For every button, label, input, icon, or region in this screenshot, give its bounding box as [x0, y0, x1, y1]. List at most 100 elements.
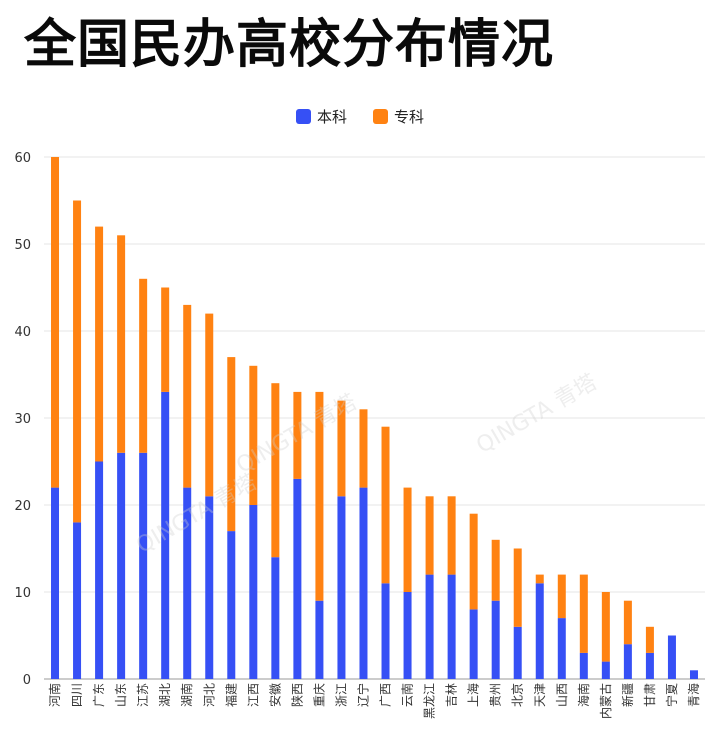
bar-zhuanke	[95, 226, 104, 462]
x-tick-label: 安徽	[267, 683, 282, 707]
x-tick-label: 贵州	[489, 683, 503, 707]
x-tick-label: 江苏	[136, 683, 150, 707]
bar-zhuanke	[161, 287, 170, 392]
bar-zhuanke	[535, 574, 544, 584]
x-tick-label: 宁夏	[664, 683, 679, 707]
x-tick-label: 海南	[576, 683, 591, 707]
bar-zhuanke	[183, 304, 192, 488]
bar-benke	[645, 652, 654, 679]
x-tick-label: 甘肃	[643, 683, 657, 707]
bar-benke	[139, 452, 148, 679]
x-tick-label: 新疆	[620, 683, 635, 707]
x-tick-label: 北京	[511, 683, 525, 707]
bar-benke	[293, 478, 302, 679]
bar-zhuanke	[117, 235, 126, 453]
bar-zhuanke	[139, 278, 148, 453]
bar-benke	[623, 644, 632, 679]
x-tick-label: 重庆	[312, 683, 326, 707]
bar-zhuanke	[337, 400, 346, 497]
legend-swatch-benke	[295, 108, 311, 124]
y-tick-label: 0	[23, 673, 31, 688]
bar-benke	[271, 557, 280, 679]
legend: 本科 专科	[0, 104, 720, 128]
x-tick-label: 湖北	[157, 683, 172, 707]
bar-benke	[205, 496, 214, 679]
bar-zhuanke	[381, 426, 390, 584]
legend-item-benke[interactable]: 本科	[295, 106, 347, 127]
bar-benke	[469, 609, 478, 679]
bar-zhuanke	[271, 383, 280, 558]
bar-benke	[95, 461, 104, 679]
bar-benke	[359, 487, 368, 679]
x-tick-label: 江西	[246, 683, 260, 707]
bar-zhuanke	[51, 157, 60, 488]
bar-zhuanke	[557, 574, 566, 619]
x-tick-label: 天津	[533, 683, 547, 707]
bar-zhuanke	[315, 391, 324, 601]
x-tick-label: 广东	[92, 683, 106, 707]
bar-zhuanke	[447, 496, 456, 575]
bar-zhuanke	[645, 626, 654, 653]
x-tick-label: 广西	[379, 683, 393, 707]
x-tick-label: 陕西	[289, 683, 304, 707]
x-tick-label: 黑龙江	[423, 683, 437, 719]
bar-benke	[161, 391, 170, 679]
y-tick-label: 10	[14, 586, 31, 601]
y-tick-label: 40	[14, 325, 31, 340]
x-tick-label: 山东	[114, 683, 128, 707]
watermark: QINGTA 青塔	[472, 370, 601, 459]
bar-benke	[601, 661, 610, 679]
bar-benke	[579, 652, 588, 679]
bar-zhuanke	[623, 600, 632, 645]
chart-title: 全国民办高校分布情况	[24, 15, 555, 75]
bar-benke	[337, 496, 346, 679]
bar-benke	[491, 600, 500, 679]
x-tick-label: 浙江	[334, 683, 348, 707]
x-tick-label: 河北	[202, 683, 216, 707]
bar-zhuanke	[293, 391, 302, 479]
x-tick-label: 青海	[686, 683, 701, 707]
bar-benke	[183, 487, 192, 679]
bar-benke	[425, 574, 434, 679]
bar-benke	[315, 600, 324, 679]
bar-benke	[403, 592, 412, 679]
x-tick-label: 河南	[47, 683, 62, 707]
y-tick-label: 20	[14, 499, 31, 514]
x-tick-label: 四川	[70, 683, 84, 707]
x-tick-label: 上海	[466, 683, 481, 707]
bar-zhuanke	[513, 548, 522, 627]
bar-benke	[381, 583, 390, 679]
bar-benke	[535, 583, 544, 679]
bar-benke	[117, 452, 126, 679]
x-tick-label: 云南	[400, 683, 415, 707]
x-tick-label: 福建	[223, 683, 238, 707]
bar-benke	[249, 505, 258, 679]
bar-zhuanke	[359, 409, 368, 488]
legend-item-zhuanke[interactable]: 专科	[373, 106, 424, 127]
y-tick-label: 60	[14, 151, 31, 166]
bar-benke	[73, 522, 82, 679]
bar-zhuanke	[469, 513, 478, 610]
bar-zhuanke	[425, 496, 434, 575]
bar-benke	[667, 635, 676, 679]
bar-zhuanke	[205, 313, 214, 497]
y-tick-label: 30	[14, 412, 31, 427]
bar-zhuanke	[491, 539, 500, 601]
x-tick-label: 山西	[555, 683, 569, 707]
bar-zhuanke	[579, 574, 588, 653]
bar-benke	[689, 670, 698, 679]
legend-swatch-zhuanke	[373, 108, 388, 124]
bar-benke	[227, 531, 236, 679]
bar-benke	[51, 487, 60, 679]
legend-label-benke: 本科	[316, 107, 347, 126]
x-tick-label: 辽宁	[355, 683, 370, 707]
bar-zhuanke	[403, 487, 412, 592]
bar-zhuanke	[73, 200, 82, 523]
bar-benke	[447, 574, 456, 679]
x-tick-label: 内蒙古	[598, 683, 613, 719]
y-tick-label: 50	[14, 238, 31, 253]
bar-zhuanke	[227, 357, 236, 532]
watermark: QINGTA 青塔	[132, 470, 261, 559]
x-tick-label: 吉林	[445, 683, 459, 707]
